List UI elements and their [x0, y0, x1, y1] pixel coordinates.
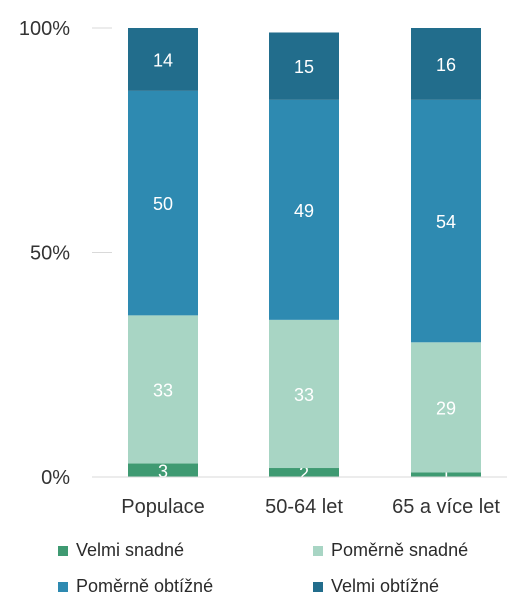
legend-item-pomerne-obtizne: Poměrně obtížné: [58, 576, 213, 597]
legend-label-pomerne-obtizne: Poměrně obtížné: [76, 576, 214, 596]
data-label: 49: [294, 201, 314, 221]
bar-segment: [269, 32, 339, 100]
legend-swatch-velmi-obtizne: [313, 581, 323, 592]
bar-segment: [411, 99, 481, 343]
bar-segment: [128, 463, 198, 477]
bar-segment: [269, 319, 339, 469]
data-label: 33: [294, 385, 314, 405]
data-label: 15: [294, 57, 314, 77]
bar-segment: [411, 342, 481, 473]
legend: Velmi snadné Poměrně snadné Poměrně obtí…: [0, 540, 507, 600]
legend-swatch-pomerne-snadne: [313, 545, 323, 556]
legend-label-pomerne-snadne: Poměrně snadné: [331, 540, 469, 560]
x-tick-label: 50-64 let: [265, 496, 343, 518]
data-label: 14: [153, 50, 173, 70]
data-label: 33: [153, 380, 173, 400]
data-label: 16: [436, 55, 456, 75]
legend-swatch-velmi-snadne: [58, 545, 68, 556]
legend-swatch-pomerne-obtizne: [58, 581, 68, 592]
bar-segment: [411, 472, 481, 477]
bar-segment: [411, 28, 481, 100]
legend-label-velmi-snadne: Velmi snadné: [76, 540, 185, 560]
y-tick-label: 100%: [19, 18, 70, 40]
y-tick-label: 0%: [41, 467, 70, 489]
x-tick-label: Populace: [121, 496, 204, 518]
data-label: 54: [436, 212, 456, 232]
data-label: 29: [436, 398, 456, 418]
bar-segment: [128, 28, 198, 91]
data-label: 3: [158, 461, 168, 481]
legend-label-velmi-obtizne: Velmi obtížné: [331, 576, 440, 596]
bar-segment: [269, 468, 339, 477]
bar-segment: [128, 90, 198, 316]
bar-segment: [128, 315, 198, 464]
bar-segment: [269, 99, 339, 320]
legend-item-pomerne-snadne: Poměrně snadné: [313, 540, 468, 561]
y-tick-label: 50%: [30, 243, 70, 265]
data-label: 50: [153, 194, 173, 214]
data-label: 2: [299, 464, 309, 484]
legend-item-velmi-obtizne: Velmi obtížné: [313, 576, 439, 597]
legend-item-velmi-snadne: Velmi snadné: [58, 540, 184, 561]
data-label: 1: [441, 466, 451, 486]
x-tick-label: 65 a více let: [392, 496, 500, 518]
